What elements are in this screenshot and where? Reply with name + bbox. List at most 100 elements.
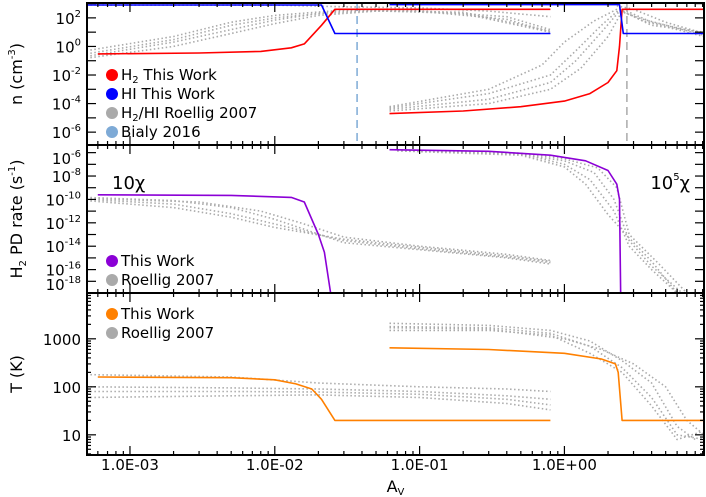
tick-exponent: 0	[75, 37, 81, 48]
y-tick-label: 10-12	[46, 214, 81, 233]
y-tick-label: 10-14	[46, 237, 81, 256]
roellig-curve	[389, 10, 704, 111]
legend-item: Roellig 2007	[106, 324, 214, 342]
legend-text: H	[121, 66, 132, 84]
legend-label: H2/HI Roellig 2007	[121, 104, 257, 124]
tick-exponent: -6	[71, 123, 81, 134]
legend-item: H2 This Work	[106, 66, 217, 86]
tick-exponent: 2	[75, 9, 81, 20]
legend-text: HI This Work	[121, 85, 215, 103]
model-curve	[97, 376, 551, 422]
legend-item: H2/HI Roellig 2007	[106, 104, 257, 124]
legend-item: This Work	[106, 252, 195, 270]
model-curve	[97, 8, 551, 55]
model-curve	[389, 3, 704, 35]
tick-exponent: -6	[71, 149, 81, 160]
y-tick-label: 1000	[43, 331, 81, 349]
y-tick-label: 10-16	[46, 261, 81, 280]
label-main: n (cm	[7, 59, 26, 105]
tick-exponent: -16	[65, 261, 81, 272]
legend-text: Roellig 2007	[121, 271, 214, 289]
annotation-symbol: χ	[680, 173, 690, 194]
legend-text: This Work	[139, 66, 217, 84]
legend-label: Roellig 2007	[121, 271, 214, 289]
y-tick-label: 10-10	[46, 190, 81, 209]
roellig-curve	[87, 386, 551, 401]
legend-item: HI This Work	[106, 85, 215, 103]
legend-marker	[106, 126, 118, 138]
y-tick-label: 10-6	[52, 149, 81, 168]
y-axis-label: T (K)	[7, 355, 26, 394]
tick-exponent: -18	[65, 275, 81, 286]
roellig-curve	[389, 325, 704, 441]
roellig-curve	[87, 9, 551, 55]
x-tick-label: 1.0E-02	[246, 456, 304, 474]
y-tick-label: 102	[56, 9, 81, 28]
label-text: PD rate (s	[7, 176, 26, 260]
x-tick-label: 1.0E-01	[391, 456, 449, 474]
x-tick-label: 1.0E+00	[532, 456, 597, 474]
tick-exponent: -12	[65, 214, 81, 225]
tick-exponent: -4	[71, 95, 81, 106]
y-tick-label: 100	[52, 379, 81, 397]
roellig-curve	[87, 199, 551, 263]
legend-text: /HI Roellig 2007	[139, 104, 258, 122]
legend-marker	[106, 327, 118, 339]
label-superscript: -1	[7, 166, 18, 176]
annotation-base: 10	[650, 173, 673, 194]
label-main: H	[7, 266, 26, 278]
field-strength-label: 105χ	[650, 172, 690, 194]
legend-subscript: 2	[132, 113, 138, 124]
roellig-curve	[87, 390, 551, 406]
label-main: T (K)	[7, 355, 26, 394]
label-subscript: V	[398, 487, 405, 497]
model-curve	[389, 347, 704, 422]
panel-frame	[86, 292, 705, 456]
y-tick-label: 10-8	[52, 167, 81, 186]
roellig-curve	[397, 149, 678, 293]
roellig-curve	[397, 150, 678, 293]
legend-text: This Work	[120, 305, 195, 323]
roellig-curve	[87, 10, 551, 59]
roellig-curve	[389, 322, 696, 441]
tick-base: 10	[52, 168, 71, 186]
label-text: )	[7, 43, 26, 49]
roellig-curve	[616, 5, 704, 35]
label-text: )	[7, 160, 26, 166]
tick-base: 10	[46, 262, 65, 280]
y-tick-label: 10-6	[52, 123, 81, 142]
label-main: A	[387, 477, 398, 496]
roellig-curve	[397, 149, 688, 293]
roellig-curve	[389, 326, 704, 436]
legend-label: H2 This Work	[121, 66, 217, 86]
tick-exponent: -14	[65, 237, 81, 248]
legend-text: Roellig 2007	[121, 324, 214, 342]
tick-base: 10	[46, 238, 65, 256]
legend-item: Bialy 2016	[106, 123, 201, 141]
legend-label: Roellig 2007	[121, 324, 214, 342]
x-tick-label: 1.0E-03	[101, 456, 159, 474]
tick-base: 10	[52, 96, 71, 114]
legend-text: H	[121, 104, 132, 122]
tick-base: 10	[52, 67, 71, 85]
legend-text: Bialy 2016	[121, 123, 201, 141]
tick-exponent: -10	[65, 190, 81, 201]
y-tick-label: 10-18	[46, 275, 81, 294]
model-curve	[389, 8, 704, 115]
roellig-curve	[87, 373, 551, 393]
legend-marker	[106, 308, 118, 320]
legend-item: This Work	[106, 305, 195, 323]
legend-marker	[106, 107, 118, 119]
tick-base: 10	[46, 276, 65, 294]
roellig-curve	[397, 149, 683, 293]
roellig-curve	[87, 198, 551, 264]
model-curve	[87, 4, 551, 35]
roellig-curve	[389, 329, 704, 441]
plot-area	[87, 148, 688, 293]
model-curve	[97, 194, 332, 293]
legend-marker	[106, 274, 118, 286]
tick-base: 10	[46, 215, 65, 233]
legend-subscript: 2	[132, 75, 138, 86]
